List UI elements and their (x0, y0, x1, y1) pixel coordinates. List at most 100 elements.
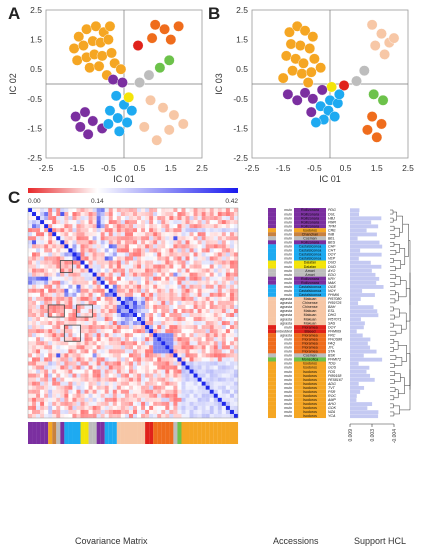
heatmap-cell (165, 284, 170, 289)
heatmap-cell (68, 413, 73, 419)
heatmap-cell (145, 228, 150, 233)
heatmap-cell (52, 212, 57, 217)
heatmap-cell (181, 288, 186, 293)
heatmap-cell (133, 401, 138, 406)
heatmap-cell (32, 397, 37, 402)
heatmap-cell (145, 393, 150, 398)
heatmap-cell (76, 353, 81, 358)
heatmap-cell (189, 260, 194, 265)
heatmap-cell (80, 317, 85, 322)
heatmap-cell (209, 381, 214, 386)
heatmap-cell (205, 232, 210, 237)
heatmap-cell (48, 208, 53, 213)
group-strip-cell (48, 422, 53, 444)
heatmap-cell (56, 284, 61, 289)
heatmap-cell (32, 304, 37, 310)
heatmap-cell (104, 216, 109, 221)
heatmap-cell (197, 284, 202, 289)
heatmap-cell (189, 333, 194, 338)
heatmap-cell (145, 397, 150, 402)
heatmap-cell (169, 341, 174, 346)
heatmap-cell (128, 369, 134, 374)
heatmap-cell (217, 224, 222, 229)
dendrogram-branch (394, 373, 401, 382)
heatmap-cell (32, 365, 37, 370)
heatmap-cell (28, 401, 33, 406)
heatmap-cell (36, 337, 41, 342)
heatmap-cell (221, 220, 226, 225)
accession-code-label: DUD (328, 265, 336, 269)
heatmap-cell (197, 224, 202, 229)
heatmap-cell (56, 413, 61, 419)
heatmap-cell (32, 369, 37, 374)
heatmap-cell (141, 413, 146, 419)
heatmap-cell (181, 329, 186, 334)
heatmap-cell (177, 329, 182, 334)
heatmap-cell (221, 397, 226, 402)
heatmap-cell (124, 401, 130, 406)
heatmap-cell (197, 353, 202, 358)
heatmap-cell (149, 401, 154, 406)
heatmap-cell (137, 252, 142, 257)
support-bar (350, 268, 372, 273)
accession-type-label: mulo (284, 342, 292, 346)
support-bar (350, 321, 365, 326)
heatmap-cell (225, 345, 230, 350)
heatmap-cell (173, 377, 178, 382)
heatmap-cell (157, 321, 162, 326)
dendrogram-branch (390, 387, 396, 392)
heatmap-cell (112, 381, 117, 386)
heatmap-cell (96, 248, 101, 253)
heatmap-cell (40, 349, 45, 354)
heatmap-cell (56, 361, 61, 366)
heatmap-cell (161, 337, 166, 342)
heatmap-cell (137, 365, 142, 370)
heatmap-cell (108, 220, 113, 225)
scatter-a-data-point (177, 118, 189, 130)
heatmap-cell (193, 268, 198, 273)
heatmap-cell (124, 385, 130, 390)
heatmap-cell (181, 401, 186, 406)
heatmap-cell (165, 325, 170, 330)
dendrogram-branch (390, 290, 396, 296)
accession-type-label: mulo (284, 398, 292, 402)
heatmap-cell (157, 260, 162, 265)
heatmap-cell (173, 276, 178, 281)
heatmap-cell (209, 288, 214, 293)
heatmap-cell (128, 256, 134, 261)
heatmap-cell (84, 208, 89, 213)
heatmap-cell (76, 381, 81, 386)
scatter-b-xtick-label: 0.5 (340, 163, 352, 173)
heatmap-cell (173, 413, 178, 419)
heatmap-cell (161, 224, 166, 229)
heatmap-cell (96, 244, 101, 249)
heatmap-cell (104, 369, 109, 374)
heatmap-cell (56, 300, 61, 305)
heatmap-cell (137, 381, 142, 386)
heatmap-cell (141, 264, 146, 269)
heatmap-cell (173, 381, 178, 386)
accession-type-label: agrasta (280, 309, 292, 313)
heatmap-cell (217, 337, 222, 342)
heatmap-cell (145, 252, 150, 257)
heatmap-cell (197, 313, 202, 318)
heatmap-cell (133, 292, 138, 297)
heatmap-cell (96, 385, 101, 390)
heatmap-cell (128, 413, 134, 419)
heatmap-cell (217, 272, 222, 277)
heatmap-cell (48, 220, 53, 225)
heatmap-cell (68, 272, 73, 277)
heatmap-cell (116, 260, 121, 265)
heatmap-cell (141, 345, 146, 350)
heatmap-cell (96, 337, 101, 342)
heatmap-cell (217, 401, 222, 406)
heatmap-cell (124, 280, 130, 285)
heatmap-cell (84, 333, 89, 338)
heatmap-cell (229, 349, 235, 354)
heatmap-cell (100, 361, 105, 366)
heatmap-cell (173, 369, 178, 374)
heatmap-cell (181, 272, 186, 277)
heatmap-cell (201, 353, 206, 358)
heatmap-cell (40, 248, 45, 253)
heatmap-cell (44, 393, 49, 398)
